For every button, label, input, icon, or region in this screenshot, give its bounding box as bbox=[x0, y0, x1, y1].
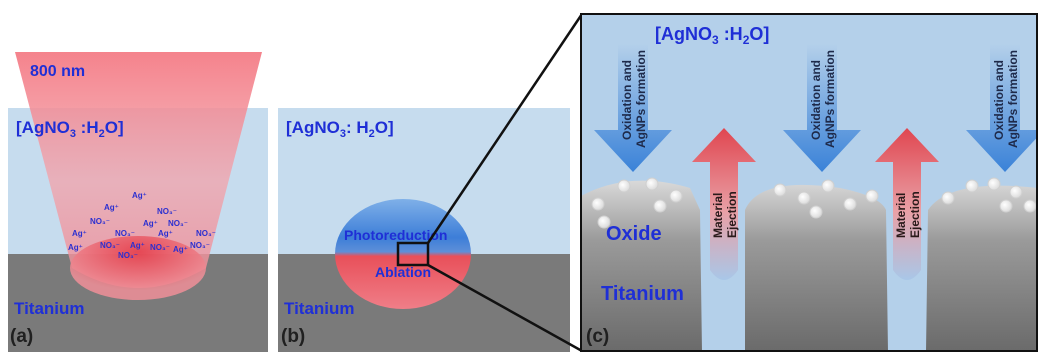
ion-label: NO₃⁻ bbox=[100, 241, 120, 250]
down-arrow-left bbox=[594, 44, 672, 172]
ion-label: NO₃⁻ bbox=[157, 207, 177, 216]
zoom-line-bottom bbox=[427, 263, 583, 352]
ag-nanoparticle bbox=[653, 199, 667, 213]
panel-b: Photoreduction Ablation [AgNO3: H2O] Tit… bbox=[278, 108, 570, 352]
ion-label: NO₃⁻ bbox=[150, 243, 170, 252]
ion-label: Ag⁺ bbox=[104, 203, 119, 212]
ion-label: Ag⁺ bbox=[130, 241, 145, 250]
up-arrow-right bbox=[875, 128, 939, 280]
ag-nanoparticle bbox=[987, 177, 1001, 191]
ag-nanoparticle bbox=[645, 177, 659, 191]
panel-a-titanium-label: Titanium bbox=[14, 299, 85, 318]
panel-a: 800 nm [AgNO3 :H2O] Ag⁺Ag⁺ NO₃⁻NO₃⁻ Ag⁺ NO₃… bbox=[8, 52, 268, 352]
laser-spot bbox=[70, 236, 206, 300]
ion-label: Ag⁺ bbox=[132, 191, 147, 200]
ablation-label: Ablation bbox=[375, 264, 431, 280]
ion-label: NO₃⁻ bbox=[118, 251, 138, 260]
ag-nanoparticle bbox=[999, 199, 1013, 213]
ag-nanoparticle bbox=[821, 179, 835, 193]
panel-c-titanium-label: Titanium bbox=[601, 283, 684, 305]
ag-nanoparticle bbox=[809, 205, 823, 219]
ion-label: Ag⁺ bbox=[143, 219, 158, 228]
panel-c-solution-label: [AgNO3 :H2O] bbox=[655, 24, 769, 47]
ion-cluster: Ag⁺Ag⁺ NO₃⁻NO₃⁻ Ag⁺ NO₃⁻Ag⁺ NO₃⁻ Ag⁺ NO₃⁻Ag⁺ NO… bbox=[68, 191, 216, 260]
panel-b-titanium-label: Titanium bbox=[284, 299, 355, 318]
ion-label: Ag⁺ bbox=[173, 245, 188, 254]
ag-nanoparticle bbox=[1009, 185, 1023, 199]
oxide-label: Oxide bbox=[606, 223, 662, 245]
ion-label: Ag⁺ bbox=[72, 229, 87, 238]
ion-label: NO₃⁻ bbox=[196, 229, 216, 238]
ag-nanoparticle bbox=[1023, 199, 1037, 213]
wavelength-label: 800 nm bbox=[30, 63, 85, 80]
ag-nanoparticle bbox=[669, 189, 683, 203]
down-arrow-middle-text-2: AgNPs formation bbox=[823, 50, 837, 148]
nanoparticles bbox=[591, 177, 1037, 229]
panel-c-frame bbox=[580, 13, 1038, 352]
ag-nanoparticle bbox=[965, 179, 979, 193]
ag-nanoparticle bbox=[773, 183, 787, 197]
ag-nanoparticle bbox=[865, 189, 879, 203]
ag-nanoparticle bbox=[843, 197, 857, 211]
down-arrow-right-text-1: Oxidation and bbox=[992, 60, 1006, 140]
up-arrow-right-text-1: Material bbox=[894, 193, 908, 238]
reaction-zone bbox=[335, 199, 471, 309]
zoom-line-top bbox=[426, 13, 584, 244]
up-arrow-left-text-2: Ejection bbox=[725, 191, 739, 238]
down-arrow-right bbox=[966, 44, 1038, 172]
ag-nanoparticle bbox=[617, 179, 631, 193]
down-arrow-left-text-1: Oxidation and bbox=[620, 60, 634, 140]
down-arrow-middle bbox=[783, 44, 861, 172]
ag-nanoparticle bbox=[941, 191, 955, 205]
ag-nanoparticle bbox=[797, 191, 811, 205]
ion-label: NO₃⁻ bbox=[90, 217, 110, 226]
ion-label: NO₃⁻ bbox=[168, 219, 188, 228]
ag-nanoparticle bbox=[591, 197, 605, 211]
ag-nanoparticle bbox=[597, 215, 611, 229]
oxide-titanium-surface bbox=[581, 180, 1038, 352]
up-arrow-left-text-1: Material bbox=[711, 193, 725, 238]
panel-b-solution-label: [AgNO3: H2O] bbox=[286, 118, 394, 140]
ion-label: NO₃⁻ bbox=[190, 241, 210, 250]
ion-label: Ag⁺ bbox=[68, 243, 83, 252]
panel-a-letter: (a) bbox=[10, 326, 33, 347]
ion-label: NO₃⁻ bbox=[115, 229, 135, 238]
ion-label: Ag⁺ bbox=[158, 229, 173, 238]
down-arrow-right-text-2: AgNPs formation bbox=[1006, 50, 1020, 148]
panel-a-solution-label: [AgNO3 :H2O] bbox=[16, 118, 124, 140]
up-arrow-right-text-2: Ejection bbox=[908, 191, 922, 238]
panel-b-letter: (b) bbox=[281, 326, 305, 347]
up-arrow-left bbox=[692, 128, 756, 280]
photoreduction-label: Photoreduction bbox=[344, 227, 447, 243]
laser-beam bbox=[15, 52, 262, 288]
panel-c-letter: (c) bbox=[586, 326, 609, 347]
down-arrow-left-text-2: AgNPs formation bbox=[634, 50, 648, 148]
down-arrow-middle-text-1: Oxidation and bbox=[809, 60, 823, 140]
zoom-box bbox=[396, 241, 430, 267]
panel-c: Oxidation and AgNPs formation Oxidation … bbox=[581, 14, 1038, 352]
